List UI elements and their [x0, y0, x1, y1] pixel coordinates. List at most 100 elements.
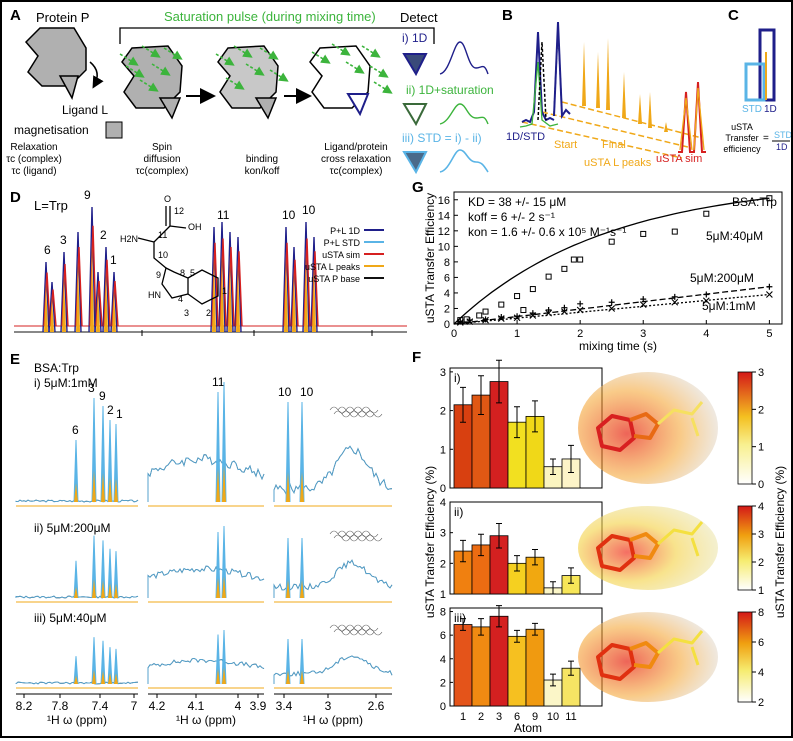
- e-base-trace: [273, 559, 393, 598]
- g-point: [577, 300, 584, 307]
- f-xtick-label: 1: [460, 711, 466, 723]
- panel-a: A Protein P Saturation pulse (during mix…: [6, 7, 494, 177]
- b-sat-trace: [519, 61, 559, 128]
- detect-peak-2: [439, 103, 489, 125]
- panel-d-letter: D: [10, 189, 21, 206]
- g-point: [545, 309, 553, 317]
- f-errorbar: [568, 444, 574, 474]
- f-cbar-tick-label: 2: [758, 697, 764, 709]
- f-ytick-label: 8: [440, 607, 446, 619]
- c-transfer: Transfer: [725, 133, 758, 143]
- e-std-peak: [285, 638, 291, 685]
- f-ytick-label: 3: [440, 528, 446, 540]
- ligand-shape-3: [254, 97, 278, 120]
- panel-a-letter: A: [10, 7, 21, 24]
- e-usta-peak: [216, 669, 220, 684]
- f-cbar-tick-label: 1: [758, 442, 764, 454]
- f-errorbar: [478, 375, 484, 415]
- protein-label: Protein P: [36, 10, 89, 25]
- e-usta-peak: [114, 478, 118, 502]
- g-point: [560, 308, 568, 315]
- e-axis-tick-label: 2.6: [368, 699, 385, 713]
- b-1d-trace-2: [553, 21, 571, 120]
- panel-e-letter: E: [10, 351, 20, 368]
- e-axis-tick-label: 3.9: [250, 699, 267, 713]
- e-base-trace: [147, 454, 265, 502]
- d-peak-label: 1: [110, 253, 117, 267]
- equilibrium-arrow: [89, 61, 104, 89]
- d-peak-usta: [304, 255, 308, 332]
- e-std-trace: [147, 657, 265, 684]
- e-std-peak: [91, 637, 97, 685]
- f-cbar-tick-label: 3: [758, 367, 764, 379]
- g-fit-line: [453, 293, 770, 325]
- d-peak-usta: [228, 262, 232, 332]
- g-fit-line: [453, 286, 770, 325]
- f-row-label: iii): [454, 611, 466, 625]
- relaxation-title: Relaxation: [10, 142, 57, 153]
- f-colorbar: [737, 505, 753, 591]
- d-peak-label: 2: [100, 228, 107, 242]
- e-usta-peak: [92, 669, 96, 684]
- trp-c12: 12: [174, 206, 184, 216]
- e-peak-label: 3: [88, 381, 95, 395]
- ligand-label: Ligand L: [62, 103, 108, 117]
- f-xtick-label: 10: [547, 711, 559, 723]
- f-errorbar: [514, 629, 520, 643]
- d-peak-usta: [236, 265, 240, 332]
- b-1d-trace: [521, 31, 555, 124]
- g-ytick-label: 14: [438, 210, 450, 222]
- f-colorbar: [737, 611, 753, 703]
- f-errorbar: [460, 539, 466, 563]
- f-bar: [453, 624, 473, 707]
- e-axis-label: ¹H ω (ppm): [303, 713, 363, 727]
- e-std-peak: [113, 648, 119, 685]
- f-errorbar: [532, 622, 538, 636]
- e-std-trace: [273, 559, 393, 598]
- e-usta-peak: [286, 580, 290, 598]
- c-frac-den: 1D: [776, 142, 788, 152]
- c-frac-num: STD: [774, 130, 791, 140]
- e-std-peak: [299, 537, 305, 599]
- g-point: [561, 304, 568, 311]
- e-std-peak: [299, 401, 305, 503]
- f-cbar-tick-label: 0: [758, 479, 764, 491]
- e-std-peak: [107, 419, 113, 503]
- g-param-koff: koff = 6 +/- 2 s⁻¹: [468, 210, 555, 224]
- g-point: [640, 296, 647, 303]
- g-point: [640, 230, 647, 237]
- e-axis-tick-label: 4: [235, 699, 242, 713]
- g-xtick-label: 5: [766, 328, 772, 340]
- e-usta-peak: [74, 586, 78, 598]
- e-base-trace: [147, 565, 265, 598]
- d-legend-label: uSTA P base: [308, 274, 360, 284]
- f-ytick-label: 2: [440, 677, 446, 689]
- d-peak-1d: [218, 221, 226, 333]
- pulse-bracket: [119, 27, 435, 44]
- e-std-peak: [221, 525, 227, 599]
- e-axis-label: ¹H ω (ppm): [47, 713, 107, 727]
- f-cbar-tick-label: 3: [758, 529, 764, 541]
- d-peak-usta: [96, 290, 100, 332]
- g-point: [766, 195, 773, 202]
- e-axis-label: ¹H ω (ppm): [176, 713, 236, 727]
- b-guides: [521, 101, 703, 159]
- f-row-label: ii): [454, 505, 463, 519]
- d-peak-1d: [42, 261, 50, 333]
- f-xlabel: Atom: [514, 721, 542, 735]
- f-cbar-tick-label: 8: [758, 607, 764, 619]
- g-point: [639, 301, 647, 308]
- f-errorbar: [496, 522, 502, 549]
- trp-c3: 3: [184, 308, 189, 318]
- e-peak-label: 1: [116, 407, 123, 421]
- e-std-peak: [73, 656, 79, 685]
- f-ytick-label: 2: [440, 406, 446, 418]
- g-label-200: 5μM:200μM: [690, 271, 754, 285]
- e-std-trace: [147, 565, 265, 598]
- e-usta-peak: [101, 473, 105, 502]
- e-std-peak: [100, 540, 106, 599]
- e-axis-tick-label: 7: [131, 699, 138, 713]
- f-ytick-label: 4: [440, 497, 446, 509]
